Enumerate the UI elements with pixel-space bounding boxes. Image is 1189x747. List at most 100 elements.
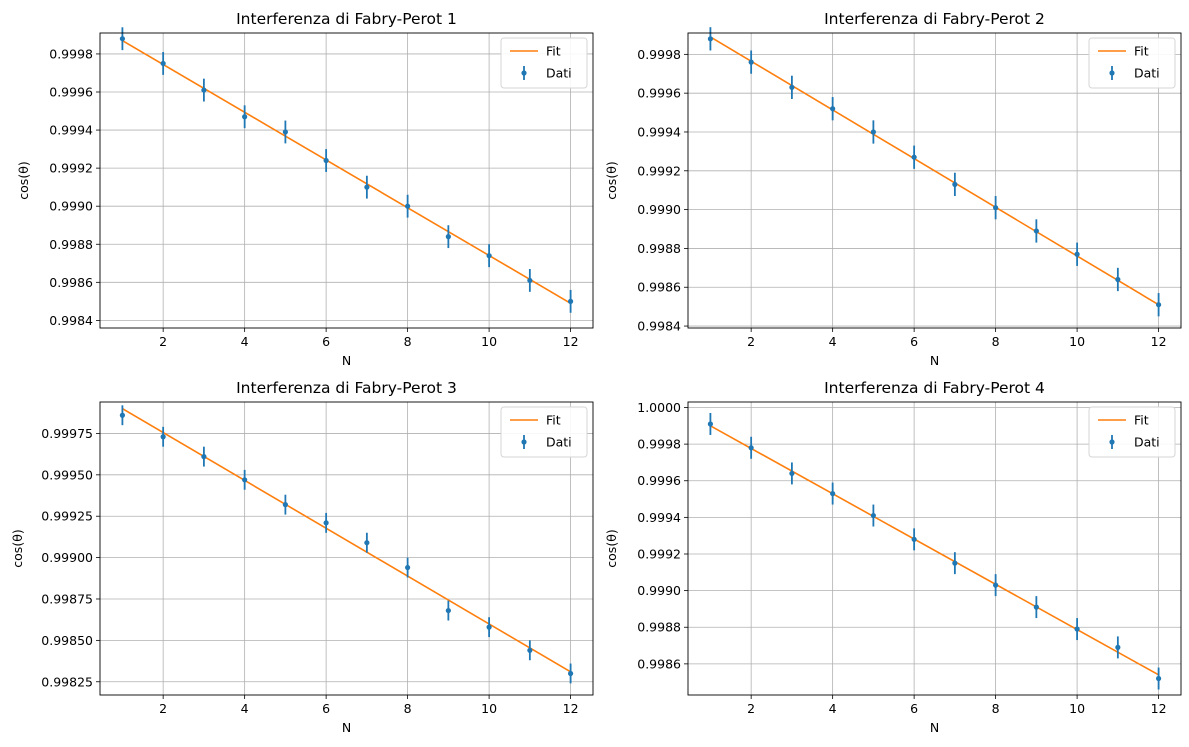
chart-title: Interferenza di Fabry-Perot 3 — [236, 379, 457, 397]
y-tick-label: 0.9998 — [637, 437, 681, 452]
data-point — [567, 670, 574, 677]
axes-frame — [687, 401, 1182, 696]
y-tick-label: 0.9998 — [49, 46, 93, 61]
data-point — [282, 129, 288, 135]
x-tick-label: 6 — [910, 701, 918, 716]
y-tick-label: 1.0000 — [637, 400, 681, 415]
data-point — [242, 114, 248, 120]
y-tick-label: 0.9996 — [49, 85, 93, 100]
legend-data-swatch — [1109, 70, 1115, 76]
axes-frame — [687, 32, 1182, 329]
y-tick-label: 0.99950 — [41, 467, 93, 482]
y-tick-label: 0.9994 — [637, 124, 681, 139]
x-tick-label: 12 — [563, 701, 579, 716]
legend-data-label: Dati — [1134, 435, 1160, 450]
y-tick-label: 0.9992 — [637, 163, 681, 178]
data-point — [242, 477, 248, 483]
legend-data-label: Dati — [546, 435, 572, 450]
fit-line — [122, 39, 571, 304]
data-point — [445, 607, 451, 614]
legend: Fit Dati — [1088, 406, 1176, 458]
y-tick-label: 0.99925 — [41, 509, 93, 524]
legend-data-swatch — [521, 439, 527, 445]
fit-line — [122, 407, 571, 673]
x-tick-label: 2 — [747, 701, 755, 716]
y-tick-label: 0.99900 — [41, 550, 93, 565]
x-tick-label: 6 — [322, 334, 330, 349]
data-point — [527, 647, 533, 653]
data-point — [1074, 251, 1080, 257]
data-point — [952, 181, 958, 187]
data-point — [364, 540, 370, 546]
data-point — [748, 59, 754, 65]
y-tick-label: 0.9984 — [637, 319, 681, 334]
y-tick-label: 0.9998 — [637, 47, 681, 62]
y-tick-label: 0.99850 — [41, 633, 93, 648]
legend-box — [1088, 37, 1176, 89]
x-axis-label: N — [930, 353, 939, 368]
data-point — [870, 512, 876, 519]
fit-line — [710, 425, 1159, 676]
x-tick-label: 12 — [1151, 334, 1167, 349]
y-tick-label: 0.99975 — [41, 426, 93, 441]
legend-data-swatch — [1109, 439, 1115, 445]
y-tick-label: 0.9988 — [637, 241, 681, 256]
data-point — [1115, 276, 1121, 283]
data-point — [789, 84, 795, 90]
data-point — [119, 412, 126, 418]
y-axis-label: cos(θ) — [604, 161, 619, 199]
data-point — [1115, 644, 1121, 650]
x-tick-label: 6 — [910, 334, 918, 349]
data-point — [119, 36, 126, 42]
data-point — [911, 154, 917, 160]
data-point — [911, 536, 917, 542]
data-point — [323, 520, 329, 526]
x-tick-label: 12 — [1151, 701, 1167, 716]
data-point — [160, 434, 166, 440]
legend-data-label: Dati — [1134, 66, 1160, 81]
chart-title: Interferenza di Fabry-Perot 2 — [824, 10, 1045, 28]
data-point — [1033, 228, 1039, 234]
y-axis-label: cos(θ) — [604, 529, 619, 567]
data-point — [993, 205, 999, 211]
data-point — [830, 106, 836, 112]
data-point — [405, 564, 411, 571]
chart-panel-2: 2 4 6 8 10 12 0.9984 0.9986 0.9988 0.9990 0.9992 0.… — [604, 10, 1182, 368]
legend: Fit Dati — [500, 37, 588, 89]
legend-box — [500, 406, 588, 458]
x-tick-label: 8 — [404, 701, 412, 716]
y-tick-label: 0.9992 — [49, 161, 93, 176]
x-tick-label: 10 — [481, 334, 497, 349]
legend-data-label: Dati — [546, 66, 572, 81]
fit-line — [709, 36, 1160, 306]
data-point — [282, 502, 288, 508]
x-tick-label: 8 — [992, 701, 1000, 716]
y-tick-label: 0.9988 — [637, 620, 681, 635]
x-tick-label: 6 — [322, 701, 330, 716]
data-point — [323, 157, 329, 164]
legend-data-swatch — [521, 70, 527, 76]
x-tick-label: 4 — [829, 334, 837, 349]
data-point — [707, 421, 714, 427]
data-point — [405, 203, 411, 209]
data-point — [567, 298, 574, 304]
x-tick-label: 2 — [747, 334, 755, 349]
axes-frame — [99, 32, 594, 329]
x-tick-label: 10 — [481, 701, 497, 716]
y-tick-label: 0.9986 — [637, 280, 681, 295]
legend-fit-label: Fit — [546, 413, 561, 428]
chart-panel-1: 2 4 6 8 10 12 0.9984 0.9986 0.9988 0.9990 0.9992 0.… — [16, 10, 594, 368]
data-point — [830, 490, 836, 497]
chart-panel-3: 2 4 6 8 10 12 0.99825 0.99850 0.99875 0.99900 0.99… — [10, 379, 594, 735]
y-tick-label: 0.9996 — [637, 86, 681, 101]
legend: Fit Dati — [1088, 37, 1176, 89]
y-tick-label: 0.9990 — [637, 202, 681, 217]
y-tick-label: 0.9986 — [49, 275, 93, 290]
x-tick-label: 2 — [159, 334, 167, 349]
data-point — [748, 445, 754, 451]
data-point — [870, 129, 876, 135]
y-tick-label: 0.9984 — [49, 313, 93, 328]
y-axis-label: cos(θ) — [10, 529, 25, 567]
